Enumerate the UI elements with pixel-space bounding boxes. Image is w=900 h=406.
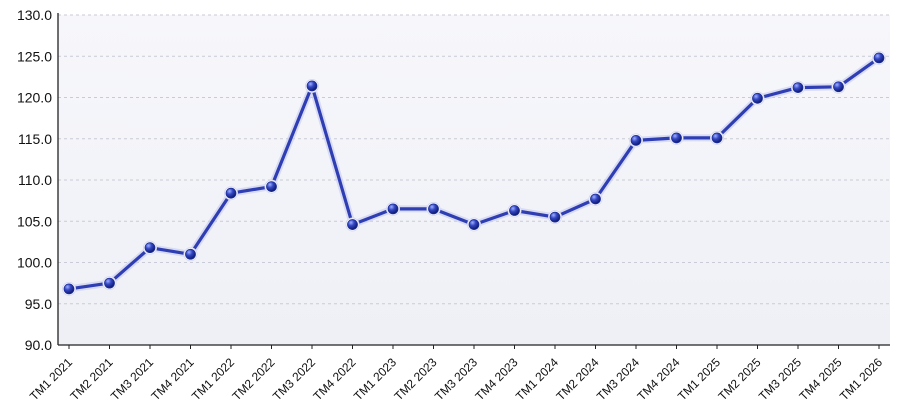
data-point <box>224 186 238 201</box>
data-point-marker <box>549 211 561 223</box>
data-point-marker <box>306 80 318 92</box>
data-point <box>629 133 643 148</box>
x-tick-label: TM3 2023 <box>432 355 480 403</box>
x-tick-label: TM3 2021 <box>108 355 156 403</box>
x-tick-label: TM4 2025 <box>797 355 845 403</box>
x-tick-label: TM2 2023 <box>392 355 440 403</box>
y-tick-label: 115.0 <box>18 131 52 147</box>
data-point <box>386 201 400 216</box>
y-tick-label: 130.0 <box>17 7 52 23</box>
data-point <box>548 210 562 225</box>
data-point <box>588 191 603 206</box>
x-tick-label: TM2 2025 <box>716 355 764 403</box>
x-tick-label: TM1 2023 <box>351 355 399 403</box>
data-point <box>791 80 805 95</box>
data-point <box>305 78 319 93</box>
x-tick-label: TM4 2024 <box>635 355 683 403</box>
data-point <box>426 201 441 216</box>
data-point <box>102 276 117 291</box>
data-point <box>669 130 684 145</box>
data-point-marker <box>509 205 520 216</box>
x-tick-label: TM1 2021 <box>27 355 75 403</box>
data-point-marker <box>266 181 277 193</box>
x-tick-label: TM1 2026 <box>837 355 885 403</box>
data-point-marker <box>468 219 480 230</box>
data-point-marker <box>590 193 601 205</box>
data-point-marker <box>347 219 358 230</box>
data-point-marker <box>792 82 804 93</box>
y-tick-label: 110.0 <box>18 172 52 188</box>
data-point <box>62 281 76 296</box>
data-point-marker <box>428 203 439 215</box>
data-point-marker <box>630 134 642 146</box>
y-tick-label: 120.0 <box>17 90 52 106</box>
x-tick-label: TM4 2023 <box>473 355 521 403</box>
data-point <box>507 203 522 218</box>
y-tick-label: 105.0 <box>17 213 52 229</box>
data-point <box>264 179 279 194</box>
y-tick-label: 95.0 <box>25 296 52 312</box>
data-point <box>872 50 886 65</box>
data-point-marker <box>671 132 682 144</box>
data-point <box>750 91 765 106</box>
data-point-marker <box>185 248 196 260</box>
x-tick-label: TM4 2022 <box>311 355 359 403</box>
data-point <box>831 79 846 94</box>
x-tick-label: TM4 2021 <box>149 355 197 403</box>
data-point-marker <box>752 92 763 104</box>
data-point-marker <box>104 277 115 289</box>
x-tick-label: TM2 2021 <box>68 355 116 403</box>
x-tick-label: TM1 2024 <box>513 355 561 403</box>
y-axis: 90.0 95.0 100.0 105.0 110.0 115.0 120.0 125.0 13… <box>17 7 59 353</box>
x-tick-label: TM3 2025 <box>756 355 804 403</box>
x-tick-label: TM1 2025 <box>675 355 723 403</box>
y-tick-label: 100.0 <box>17 255 52 271</box>
data-point <box>183 247 198 262</box>
data-point-marker <box>833 81 844 93</box>
data-point-marker <box>873 52 885 64</box>
x-tick-label: TM1 2022 <box>189 355 237 403</box>
x-tick-label: TM3 2024 <box>594 355 642 403</box>
gridlines <box>58 14 890 305</box>
x-tick-label: TM2 2024 <box>554 355 602 403</box>
data-point-marker <box>387 203 399 215</box>
data-point-marker <box>711 132 723 144</box>
data-point <box>143 240 157 255</box>
data-point <box>345 217 360 232</box>
data-point <box>467 217 481 232</box>
x-tick-label: TM3 2022 <box>270 355 318 403</box>
y-tick-label: 125.0 <box>17 48 52 64</box>
data-point-marker <box>144 242 156 254</box>
data-point-marker <box>63 283 75 295</box>
data-points <box>62 50 886 296</box>
x-tick-label: TM2 2022 <box>230 355 278 403</box>
data-point <box>710 130 724 145</box>
data-point-marker <box>225 187 237 199</box>
y-tick-label: 90.0 <box>25 337 52 353</box>
